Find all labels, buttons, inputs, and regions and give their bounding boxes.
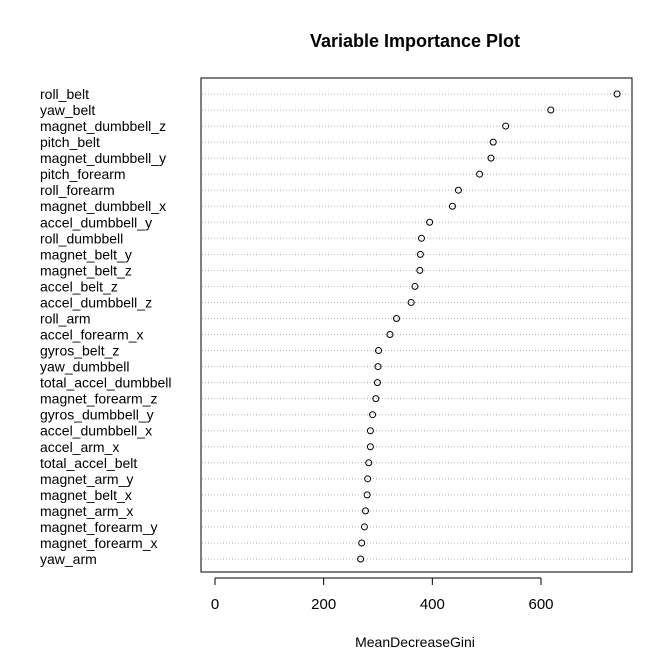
variable-label: accel_arm_x <box>40 439 119 455</box>
variable-label: accel_forearm_x <box>40 327 144 343</box>
variable-label: accel_belt_z <box>40 278 118 294</box>
variable-label: roll_dumbbell <box>40 230 123 246</box>
data-point <box>358 539 366 547</box>
variable-label: magnet_dumbbell_y <box>40 150 166 166</box>
data-point <box>613 90 621 98</box>
variable-label: magnet_arm_y <box>40 471 133 487</box>
variable-label: magnet_arm_x <box>40 503 133 519</box>
variable-label: magnet_dumbbell_x <box>40 198 166 214</box>
x-tick-label: 400 <box>420 596 445 613</box>
grid-lines <box>202 93 631 560</box>
variable-label: magnet_belt_z <box>40 262 132 278</box>
variable-label: magnet_forearm_z <box>40 391 158 407</box>
data-point <box>360 523 368 531</box>
data-point <box>386 331 394 339</box>
variable-label: magnet_forearm_x <box>40 535 158 551</box>
variable-label: yaw_dumbbell <box>40 359 130 375</box>
x-tick-label: 0 <box>211 596 219 613</box>
variable-label: gyros_belt_z <box>40 343 119 359</box>
data-point <box>416 250 424 258</box>
variable-labels: roll_beltyaw_beltmagnet_dumbbell_zpitch_… <box>40 86 172 567</box>
variable-label: magnet_dumbbell_z <box>40 118 166 134</box>
variable-label: yaw_belt <box>40 102 95 118</box>
data-point <box>362 507 370 515</box>
data-point <box>417 234 425 242</box>
x-tick-label: 200 <box>311 596 336 613</box>
data-point <box>364 475 372 483</box>
variable-label: pitch_forearm <box>40 166 126 182</box>
data-point <box>363 491 371 499</box>
chart-title: Variable Importance Plot <box>310 31 520 51</box>
variable-label: accel_dumbbell_y <box>40 214 152 230</box>
plot-frame <box>200 77 633 573</box>
data-point <box>476 170 484 178</box>
x-tick-label: 600 <box>528 596 553 613</box>
data-points <box>357 90 621 563</box>
variable-label: total_accel_belt <box>40 455 137 471</box>
variable-label: gyros_dumbbell_y <box>40 407 154 423</box>
data-point <box>489 138 497 146</box>
data-point <box>392 314 400 322</box>
data-point <box>369 411 377 419</box>
data-point <box>454 186 462 194</box>
data-point <box>407 298 415 306</box>
variable-label: roll_forearm <box>40 182 115 198</box>
x-axis-label: MeanDecreaseGini <box>355 634 475 650</box>
data-point <box>366 427 374 435</box>
data-point <box>365 459 373 467</box>
variable-label: magnet_belt_y <box>40 246 132 262</box>
data-point <box>416 266 424 274</box>
data-point <box>411 282 419 290</box>
x-axis: 0 200 400 600 <box>211 577 554 613</box>
data-point <box>426 218 434 226</box>
variable-label: roll_arm <box>40 310 91 326</box>
variable-label: magnet_belt_x <box>40 487 132 503</box>
data-point <box>547 106 555 114</box>
data-point <box>357 555 365 563</box>
data-point <box>375 347 383 355</box>
data-point <box>502 122 510 130</box>
data-point <box>487 154 495 162</box>
data-point <box>366 443 374 451</box>
data-point <box>448 202 456 210</box>
variable-label: accel_dumbbell_x <box>40 423 152 439</box>
variable-label: roll_belt <box>40 86 89 102</box>
variable-label: pitch_belt <box>40 134 100 150</box>
variable-label: accel_dumbbell_z <box>40 294 152 310</box>
variable-label: magnet_forearm_y <box>40 519 158 535</box>
data-point <box>372 395 380 403</box>
variable-label: yaw_arm <box>40 551 97 567</box>
data-point <box>374 363 382 371</box>
variable-label: total_accel_dumbbell <box>40 375 172 391</box>
data-point <box>373 379 381 387</box>
